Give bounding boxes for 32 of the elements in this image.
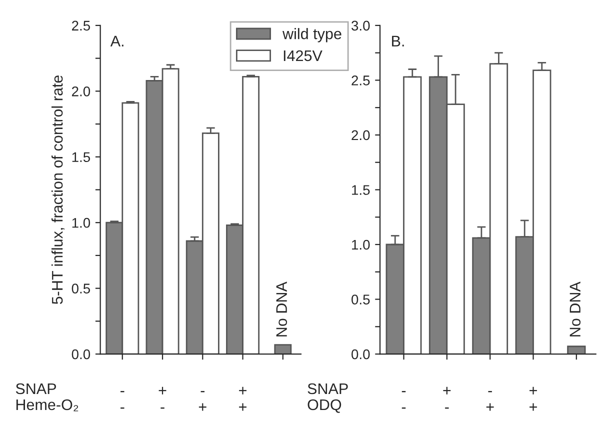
y-axis-title: 5-HT influx, fraction of control rate	[51, 75, 65, 304]
text: SNAP	[16, 383, 56, 394]
y-tick-label: 3.0	[352, 20, 370, 31]
y-tick-label: 1.5	[352, 185, 370, 195]
x-tick-label: - -	[402, 391, 406, 409]
text: B.	[392, 36, 404, 46]
x-tick-label: - -	[120, 391, 124, 409]
legend-label: I425V	[284, 50, 322, 62]
annotation: No DNA	[276, 282, 288, 336]
x-tick-label: + -	[158, 386, 166, 409]
text: ODQ	[308, 399, 342, 413]
y-tick-label: 0.5	[352, 294, 370, 304]
y-tick-label: 2.0	[72, 86, 90, 96]
y-tick-label: 1.0	[72, 218, 90, 228]
x-tick-label: - +	[198, 391, 206, 411]
legend-label: wild type	[282, 28, 342, 42]
x-tick-label: - +	[486, 391, 494, 411]
y-tick-label: 0.5	[72, 284, 90, 294]
y-tick-label: 2.5	[352, 76, 370, 86]
text: A.	[110, 36, 124, 46]
y-tick-label: 1.0	[352, 240, 370, 250]
text: SNAP	[308, 383, 348, 394]
y-tick-label: 1.5	[72, 152, 90, 162]
y-tick-label: 2.0	[352, 130, 370, 140]
x-tick-label: + +	[239, 386, 246, 411]
text: Heme-O₂	[16, 399, 78, 412]
x-tick-label: + -	[443, 386, 451, 409]
x-tick-label: + +	[530, 386, 537, 411]
y-tick-label: 0.0	[352, 349, 370, 360]
y-tick-label: 2.5	[72, 20, 90, 31]
annotation: No DNA	[570, 282, 581, 336]
y-tick-label: 0.0	[72, 349, 90, 360]
